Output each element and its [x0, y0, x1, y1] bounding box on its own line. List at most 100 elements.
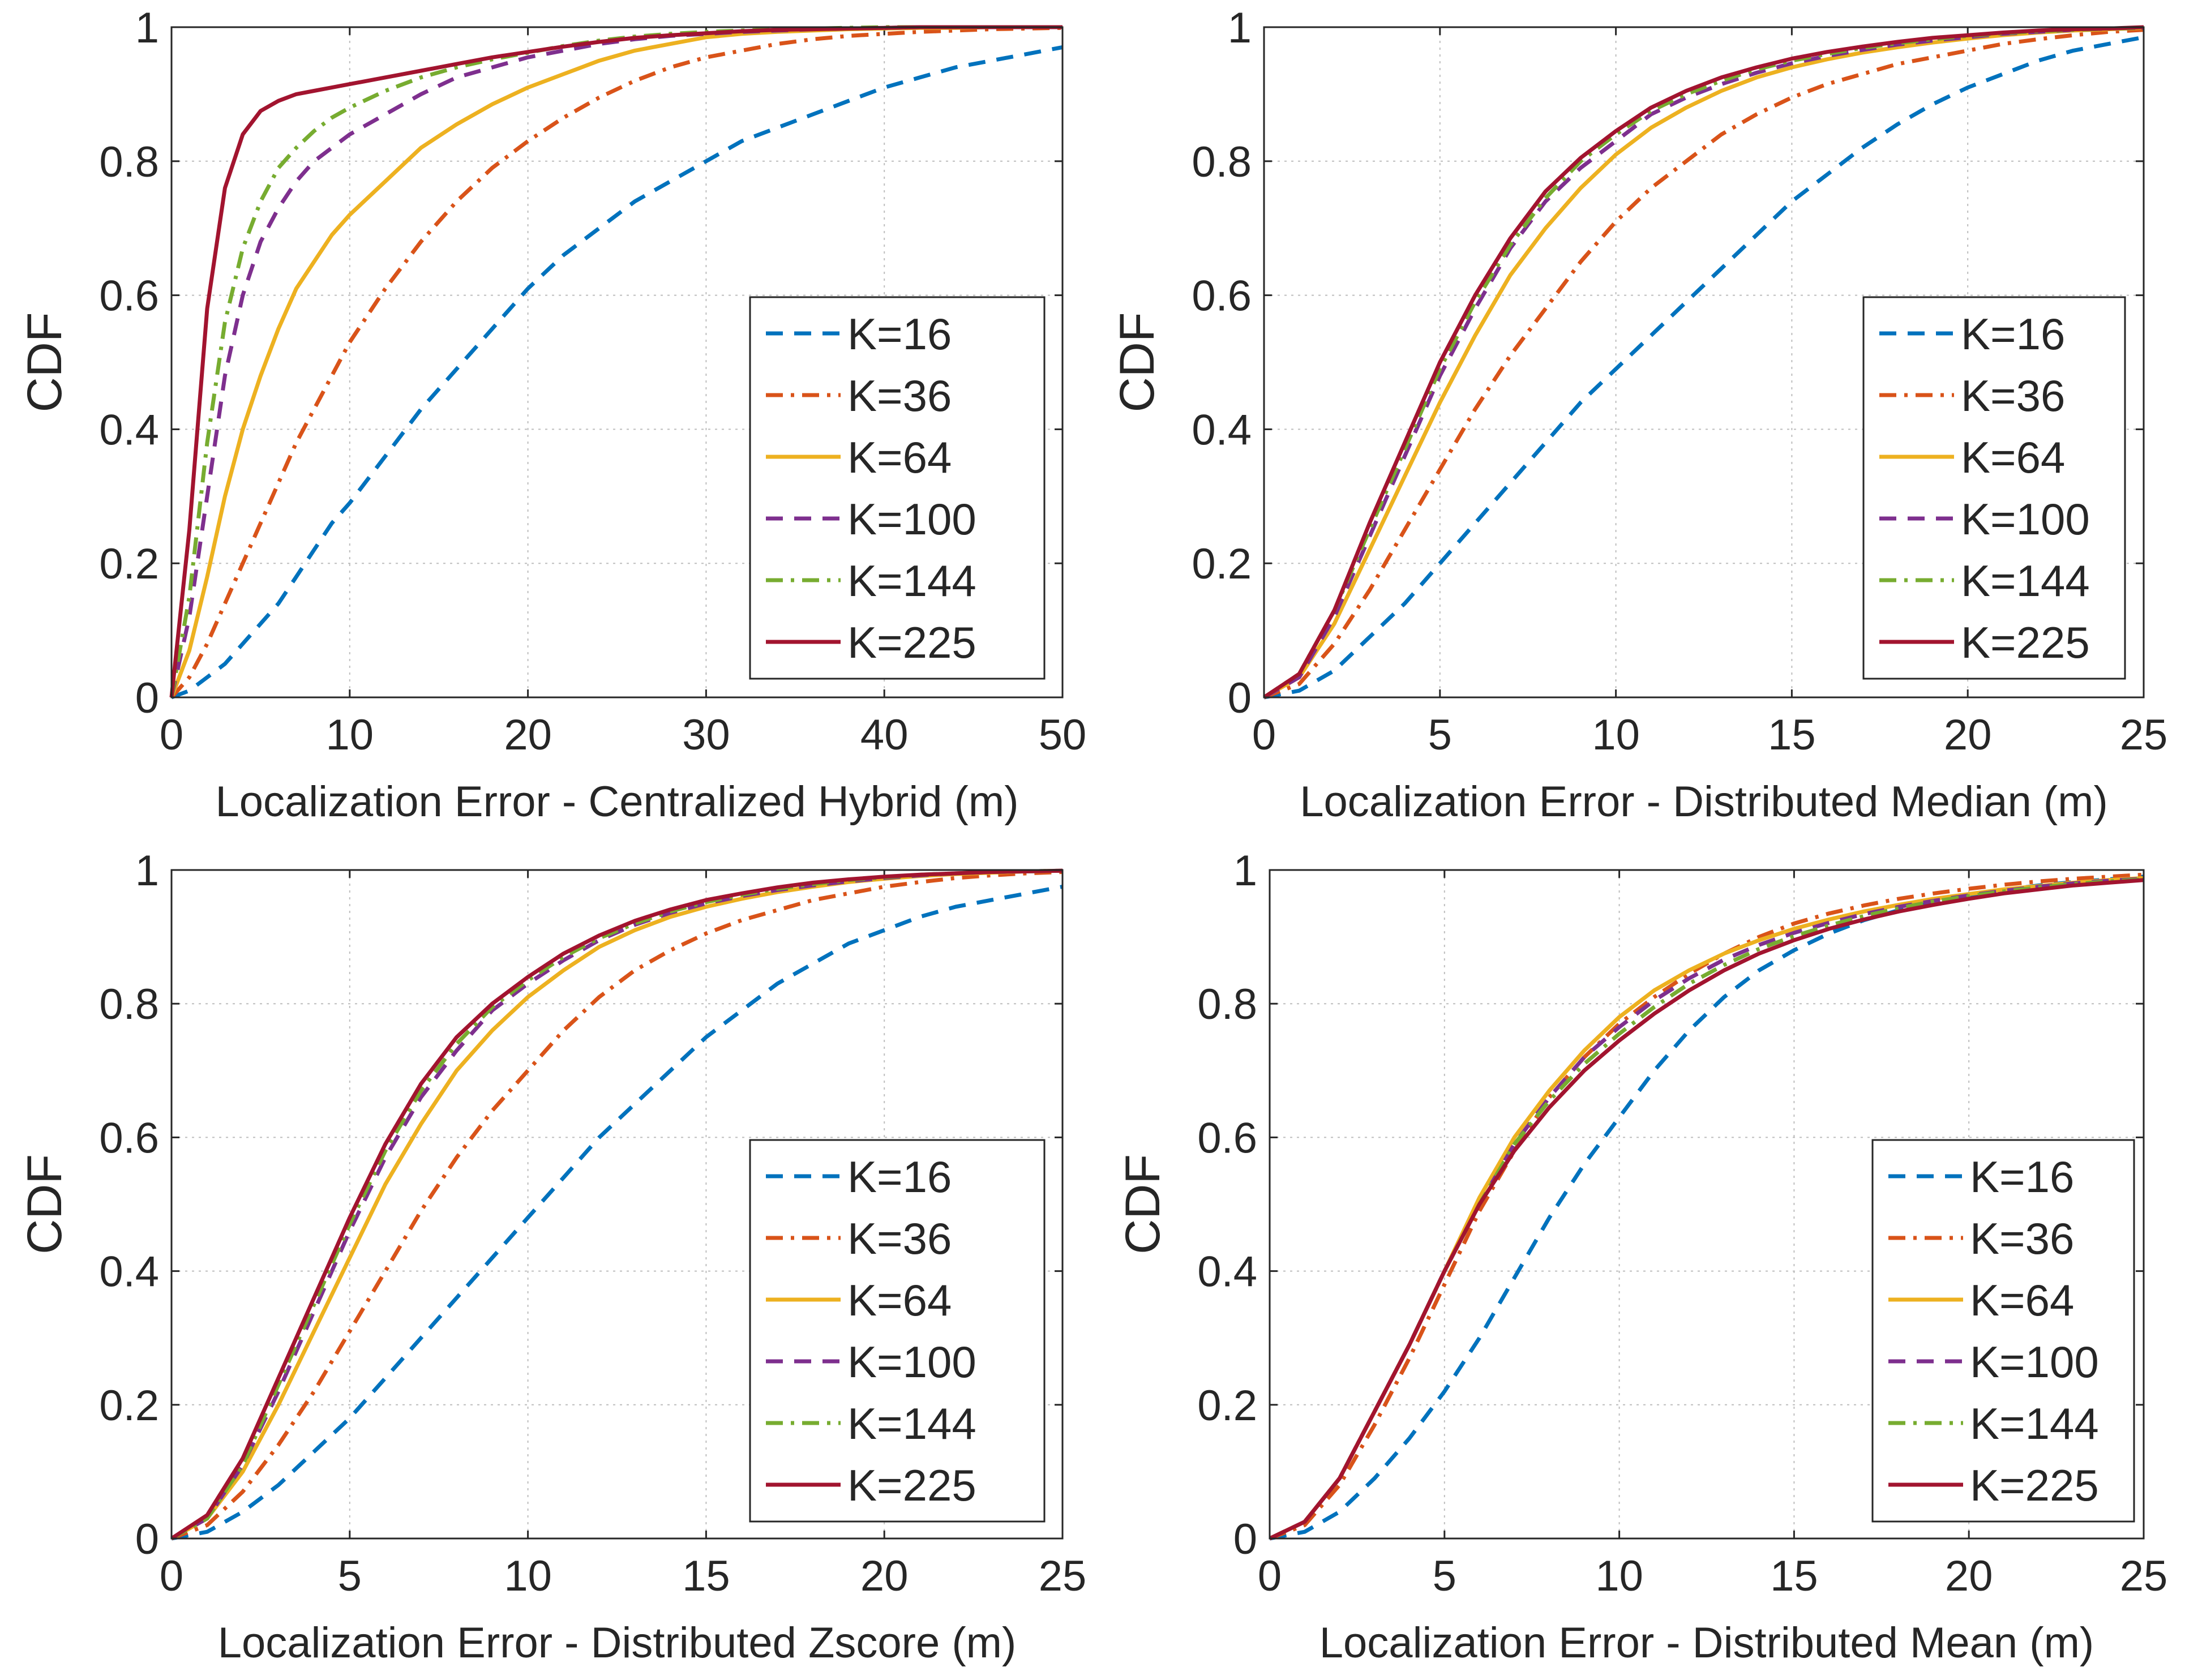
legend-label: K=16	[847, 309, 952, 359]
y-tick-label: 0.2	[1197, 1382, 1257, 1430]
series-line-k-144	[1263, 25, 2144, 699]
legend-label: K=100	[847, 494, 976, 544]
legend-label: K=64	[847, 432, 952, 482]
legend-label: K=225	[1970, 1460, 2099, 1510]
axes-box	[1263, 26, 2145, 698]
x-tick-label: 5	[1433, 1552, 1456, 1600]
x-tick-label: 10	[1592, 711, 1640, 759]
chart-panel-1: 0 10 20 30 40 50 0 0.2 0.4 0.6 0.8 1 Localization Er…	[18, 4, 1086, 826]
legend-box	[749, 1139, 1046, 1523]
y-tick-label: 0.6	[99, 1114, 159, 1162]
y-axis-label: CDF	[18, 312, 72, 413]
x-axis-label: Localization Error - Centralized Hybrid …	[215, 778, 1018, 826]
y-tick-label: 0.4	[99, 406, 159, 454]
legend-label: K=144	[847, 556, 976, 606]
y-axis-label: CDF	[18, 1154, 72, 1254]
chart-panel-4: 0 5 10 15 20 25 0 0.2 0.4 0.6 0.8 1 Localization Err…	[1116, 847, 2167, 1667]
y-tick-label: 1	[135, 4, 159, 52]
series-line-k-36	[1263, 28, 2144, 700]
legend: K=16 K=36 K=64 K=100 K=144 K=225	[749, 296, 1046, 680]
y-tick-label: 0.4	[1197, 1248, 1257, 1296]
x-tick-label: 20	[1944, 711, 1992, 759]
x-tick-label: 20	[504, 711, 552, 759]
legend-label: K=64	[1970, 1275, 2074, 1325]
x-tick-label: 30	[682, 711, 730, 759]
legend: K=16 K=36 K=64 K=100 K=144 K=225	[749, 1139, 1046, 1523]
x-tick-label: 25	[1039, 1552, 1087, 1600]
series-line-k-16	[170, 45, 1063, 700]
series-line-k-64	[1263, 25, 2144, 700]
chart-panel-3: 0 5 10 15 20 25 0 0.2 0.4 0.6 0.8 1 Localization Err…	[18, 847, 1086, 1667]
x-tick-label: 5	[338, 1552, 362, 1600]
y-tick-label: 0.2	[1192, 540, 1252, 588]
x-tick-label: 15	[1768, 711, 1816, 759]
y-tick-label: 0.2	[99, 540, 159, 588]
legend-label: K=100	[1961, 494, 2090, 544]
y-tick-label: 1	[1228, 4, 1252, 52]
y-tick-label: 0	[135, 674, 159, 722]
y-tick-label: 0.4	[99, 1248, 159, 1296]
series-line-k-225	[170, 868, 1063, 1540]
legend-label: K=144	[1970, 1399, 2099, 1448]
legend-label: K=16	[847, 1152, 952, 1202]
series-line-k-16	[1263, 35, 2144, 700]
legend-label: K=64	[1961, 432, 2065, 482]
y-tick-label: 0	[135, 1515, 159, 1563]
x-axis-label: Localization Error - Distributed Mean (m…	[1319, 1619, 2094, 1667]
series-line-k-225	[1263, 25, 2144, 699]
series-line-k-36	[170, 870, 1063, 1541]
x-tick-label: 10	[504, 1552, 552, 1600]
x-tick-label: 0	[160, 711, 183, 759]
x-tick-label: 0	[1258, 1552, 1282, 1600]
legend-label: K=64	[847, 1275, 952, 1325]
series-line-k-100	[1263, 25, 2144, 700]
y-tick-label: 0.4	[1192, 406, 1252, 454]
legend-box	[1862, 296, 2126, 680]
series-line-k-36	[170, 25, 1063, 699]
chart-panel-2: 0 5 10 15 20 25 0 0.2 0.4 0.6 0.8 1 Localization Err…	[1110, 4, 2167, 826]
legend: K=16 K=36 K=64 K=100 K=144 K=225	[1871, 1139, 2135, 1523]
legend-label: K=144	[1961, 556, 2090, 606]
x-tick-label: 40	[860, 711, 909, 759]
y-tick-label: 0.2	[99, 1382, 159, 1430]
x-tick-label: 20	[1945, 1552, 1993, 1600]
axes-box	[170, 869, 1064, 1540]
x-tick-label: 50	[1039, 711, 1087, 759]
y-tick-label: 0	[1228, 674, 1252, 722]
series-line-k-225	[1269, 878, 2144, 1541]
y-tick-label: 1	[135, 847, 159, 895]
x-tick-label: 25	[2120, 711, 2168, 759]
y-tick-label: 0.6	[1197, 1114, 1257, 1162]
y-tick-label: 1	[1233, 847, 1257, 895]
y-tick-label: 0.8	[1192, 138, 1252, 186]
legend-label: K=225	[1961, 618, 2090, 667]
x-tick-label: 0	[160, 1552, 183, 1600]
series-line-k-16	[171, 885, 1063, 1541]
legend-label: K=36	[847, 371, 952, 421]
series-line-k-100	[169, 25, 1062, 698]
x-tick-label: 20	[860, 1552, 909, 1600]
x-tick-label: 25	[2120, 1552, 2168, 1600]
legend-label: K=36	[1961, 371, 2065, 421]
legend-label: K=225	[847, 618, 976, 667]
y-tick-label: 0.8	[99, 980, 159, 1028]
x-tick-label: 10	[1595, 1552, 1643, 1600]
x-tick-label: 0	[1252, 711, 1276, 759]
x-axis-label: Localization Error - Distributed Zscore …	[218, 1619, 1017, 1667]
x-axis-label: Localization Error - Distributed Median …	[1300, 778, 2108, 826]
y-tick-label: 0.8	[99, 138, 159, 186]
legend: K=16 K=36 K=64 K=100 K=144 K=225	[1862, 296, 2126, 680]
x-tick-label: 5	[1428, 711, 1452, 759]
x-tick-label: 15	[682, 1552, 730, 1600]
legend-label: K=100	[1970, 1337, 2099, 1387]
y-axis-label: CDF	[1116, 1154, 1170, 1254]
legend-label: K=36	[847, 1214, 952, 1263]
y-axis-label: CDF	[1110, 312, 1164, 413]
y-tick-label: 0.6	[1192, 272, 1252, 320]
legend-box	[1871, 1139, 2135, 1523]
legend-box	[749, 296, 1046, 680]
legend-label: K=16	[1961, 309, 2065, 359]
x-tick-label: 10	[326, 711, 374, 759]
legend-label: K=100	[847, 1337, 976, 1387]
